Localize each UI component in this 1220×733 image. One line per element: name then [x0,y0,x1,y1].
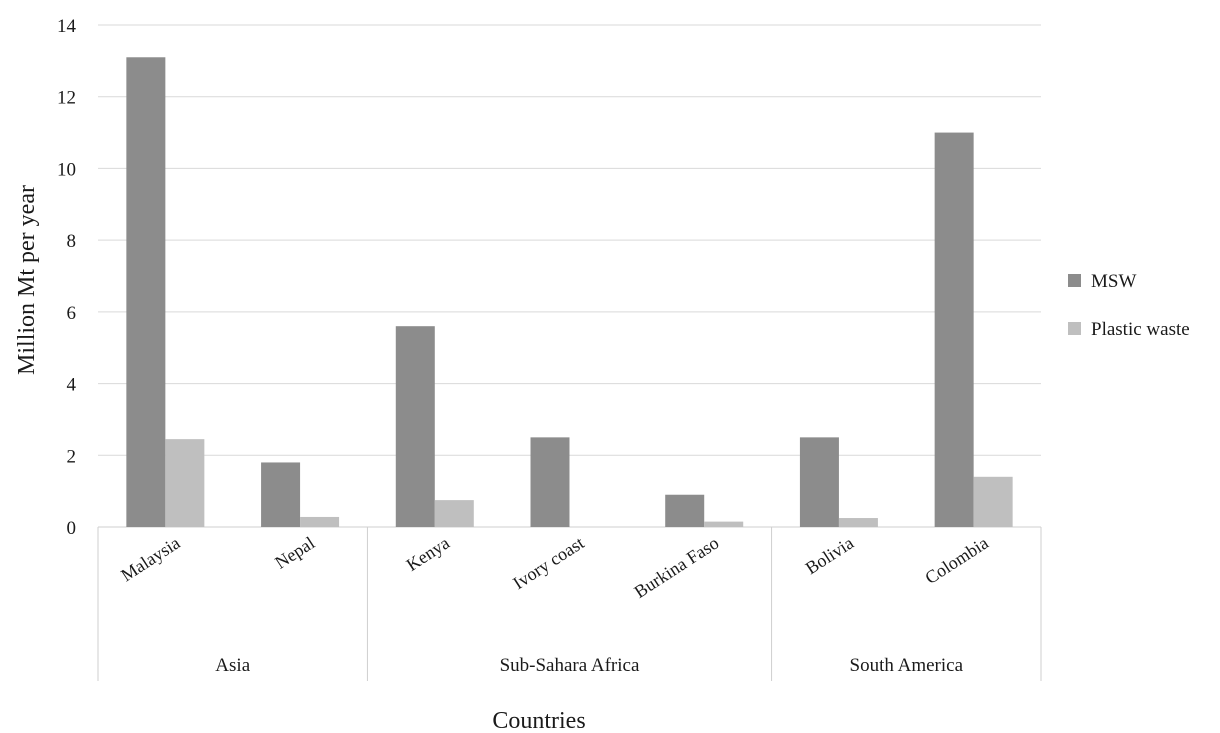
bar-plastic-waste-kenya [434,500,474,527]
bar-plastic-waste-colombia [973,476,1013,527]
bar-msw-colombia [934,132,974,528]
legend-label-plastic-waste: Plastic waste [1091,319,1190,340]
bar-msw-burkina-faso [665,494,705,527]
y-tick-label: 2 [67,446,77,467]
x-tick-label-nepal: Nepal [271,533,318,573]
bar-plastic-waste-nepal [300,516,340,527]
bar-plastic-waste-bolivia [838,518,878,527]
y-axis-title: Million Mt per year [14,185,40,375]
bars [126,57,1013,528]
group-label-asia: Asia [215,655,250,676]
legend: MSW Plastic waste [1068,271,1190,340]
x-tick-label-burkina-faso: Burkina Faso [631,533,723,602]
y-tick-label: 10 [57,159,76,180]
x-axis: Malaysia Nepal Kenya Ivory coast Burkina Fas… [97,527,1042,681]
bar-plastic-waste-malaysia [165,439,205,527]
x-tick-label-malaysia: Malaysia [117,533,183,586]
group-label-south-america: South America [850,655,964,676]
group-label-sub-sahara-africa: Sub-Sahara Africa [500,655,640,676]
y-tick-label: 12 [57,88,76,109]
y-tick-label: 6 [67,303,77,324]
y-tick-label: 0 [67,518,77,539]
bar-msw-nepal [261,462,301,527]
y-axis-ticks: 0 2 4 6 8 10 12 14 [57,16,77,539]
x-tick-label-colombia: Colombia [921,533,991,588]
legend-label-msw: MSW [1091,271,1136,292]
y-tick-label: 4 [67,375,77,396]
bar-msw-bolivia [799,437,839,527]
y-tick-label: 14 [57,16,77,37]
gridlines [98,24,1041,528]
x-tick-label-ivory-coast: Ivory coast [509,533,587,594]
x-tick-label-bolivia: Bolivia [802,533,857,579]
legend-swatch-msw [1068,274,1081,287]
bar-msw-ivory-coast [530,437,570,527]
bar-plastic-waste-burkina-faso [704,521,744,527]
y-tick-label: 8 [67,231,77,252]
bar-msw-malaysia [126,57,166,528]
legend-swatch-plastic-waste [1068,322,1081,335]
bar-msw-kenya [395,326,435,527]
x-tick-label-kenya: Kenya [403,533,453,575]
x-axis-title: Countries [492,708,585,733]
